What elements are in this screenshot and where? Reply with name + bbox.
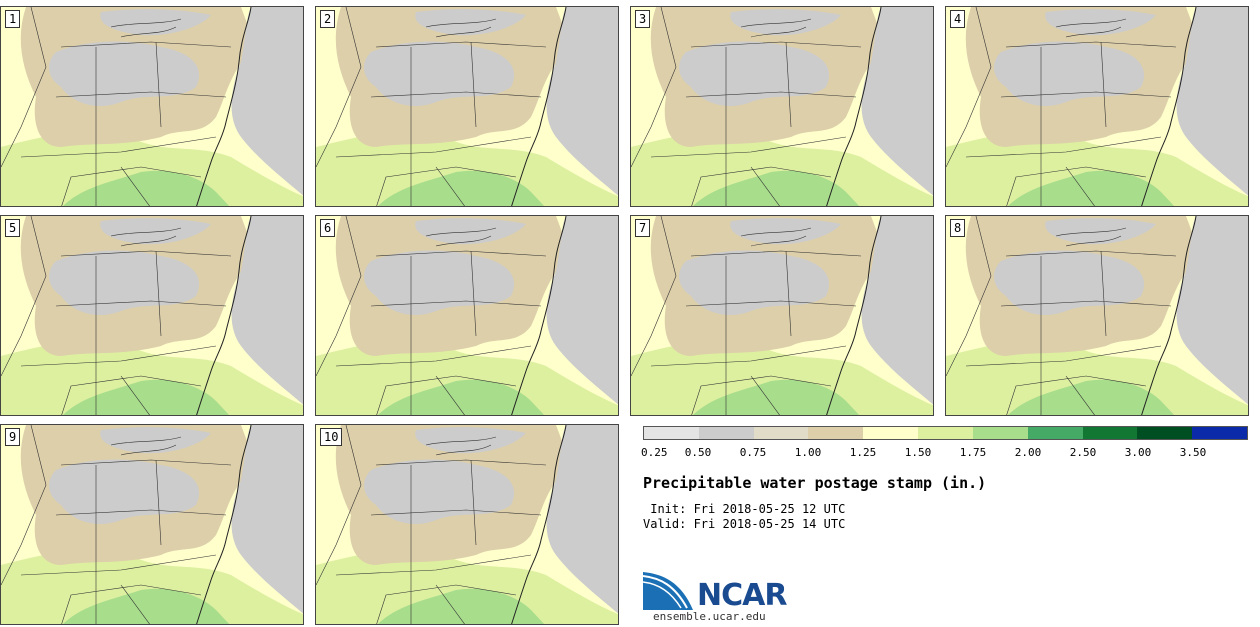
stamp-map-2: 2 <box>315 6 619 207</box>
legend-tick-label: 0.25 <box>641 446 668 459</box>
legend-tick-label: 3.00 <box>1124 446 1152 459</box>
stamp-label: 1 <box>5 10 21 28</box>
stamp-map-7: 7 <box>630 215 934 416</box>
map-image <box>946 7 1248 206</box>
map-image <box>631 216 933 415</box>
legend-tick-labels: 0.25 0.50 0.75 1.00 1.25 1.50 1.75 2.00 2.50 3.00… <box>641 446 1248 460</box>
stamp-label: 8 <box>950 219 966 237</box>
ncar-swoosh-icon <box>643 572 693 610</box>
init-time: Init: Fri 2018-05-25 12 UTC <box>643 502 846 516</box>
stamp-map-6: 6 <box>315 215 619 416</box>
legend-swatch <box>1192 427 1247 439</box>
map-image <box>316 7 618 206</box>
map-image <box>1 425 303 624</box>
legend-tick-label: 1.75 <box>959 446 987 459</box>
map-image <box>316 425 618 624</box>
legend-tick-label: 2.50 <box>1069 446 1097 459</box>
map-image <box>631 7 933 206</box>
legend-tick-label: 1.50 <box>904 446 932 459</box>
legend-swatch <box>644 427 699 439</box>
legend-swatch <box>972 427 1028 439</box>
stamp-label: 5 <box>5 219 21 237</box>
map-image <box>946 216 1248 415</box>
map-image <box>316 216 618 415</box>
ncar-url: ensemble.ucar.edu <box>653 610 766 623</box>
legend-swatch <box>1137 427 1193 439</box>
stamp-map-1: 1 <box>0 6 304 207</box>
legend-tick-label: 3.50 <box>1179 446 1207 459</box>
legend-tick-label: 1.25 <box>849 446 877 459</box>
stamp-map-5: 5 <box>0 215 304 416</box>
legend-swatch <box>1082 427 1138 439</box>
legend-tick-label: 0.50 <box>684 446 712 459</box>
stamp-map-3: 3 <box>630 6 934 207</box>
legend-swatch <box>808 427 864 439</box>
stamp-label: 7 <box>635 219 651 237</box>
stamp-map-8: 8 <box>945 215 1249 416</box>
legend-swatch <box>753 427 809 439</box>
legend-tick-label: 1.00 <box>794 446 822 459</box>
stamp-label: 10 <box>320 428 343 446</box>
map-image <box>1 216 303 415</box>
legend-swatch <box>698 427 754 439</box>
stamp-label: 9 <box>5 428 21 446</box>
ncar-logo: NCAR ensemble.ucar.edu <box>643 570 803 625</box>
legend-swatch <box>863 427 919 439</box>
stamp-label: 3 <box>635 10 651 28</box>
legend-tick-label: 2.00 <box>1014 446 1042 459</box>
legend-color-bar <box>643 426 1248 440</box>
map-image <box>1 7 303 206</box>
stamp-label: 6 <box>320 219 336 237</box>
legend-swatch <box>918 427 973 439</box>
valid-time: Valid: Fri 2018-05-25 14 UTC <box>643 517 846 531</box>
legend-swatch <box>1027 427 1083 439</box>
plot-title: Precipitable water postage stamp (in.) <box>643 474 987 492</box>
stamp-map-9: 9 <box>0 424 304 625</box>
stamp-map-4: 4 <box>945 6 1249 207</box>
stamp-label: 2 <box>320 10 336 28</box>
ncar-wordmark: NCAR <box>697 578 787 613</box>
legend-tick-label: 0.75 <box>739 446 767 459</box>
stamp-map-10: 10 <box>315 424 619 625</box>
stamp-label: 4 <box>950 10 966 28</box>
